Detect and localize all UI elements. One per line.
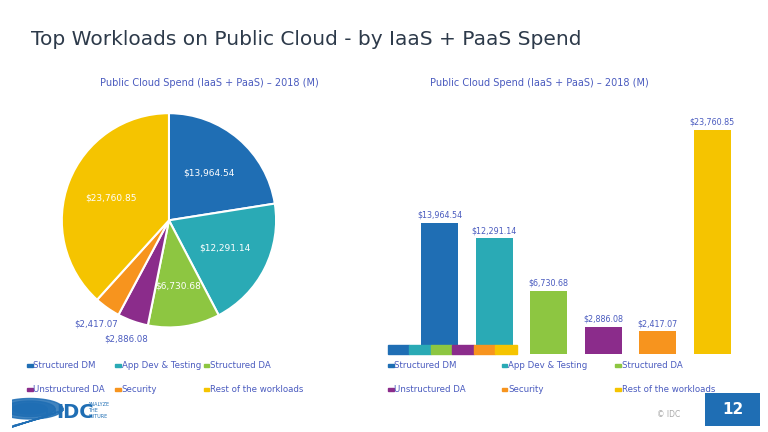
Text: App Dev & Testing: App Dev & Testing (508, 361, 588, 370)
Text: $23,760.85: $23,760.85 (85, 194, 137, 203)
Bar (694, 130, 731, 354)
Text: Security: Security (122, 385, 157, 394)
Bar (639, 331, 677, 354)
Wedge shape (169, 203, 276, 315)
Text: $2,886.08: $2,886.08 (583, 315, 624, 324)
Text: IDC: IDC (57, 403, 94, 422)
Text: Rest of the workloads: Rest of the workloads (210, 385, 303, 394)
Text: $12,291.14: $12,291.14 (472, 226, 517, 235)
Wedge shape (62, 113, 169, 300)
Text: Structured DM: Structured DM (394, 361, 457, 370)
Text: $12,291.14: $12,291.14 (199, 244, 250, 253)
Wedge shape (169, 113, 275, 220)
Text: App Dev & Testing: App Dev & Testing (122, 361, 201, 370)
Text: $2,886.08: $2,886.08 (104, 335, 148, 344)
Wedge shape (147, 220, 219, 327)
Text: $2,417.07: $2,417.07 (74, 319, 118, 328)
Text: Unstructured DA: Unstructured DA (394, 385, 466, 394)
Text: $13,964.54: $13,964.54 (417, 210, 462, 219)
Bar (475, 238, 513, 354)
Text: $6,730.68: $6,730.68 (528, 279, 569, 288)
Bar (584, 327, 622, 354)
Text: 12: 12 (722, 402, 743, 417)
Text: Security: Security (508, 385, 544, 394)
Bar (530, 291, 568, 354)
Text: Top Workloads on Public Cloud - by IaaS + PaaS Spend: Top Workloads on Public Cloud - by IaaS … (31, 30, 581, 49)
Text: Unstructured DA: Unstructured DA (34, 385, 105, 394)
Text: Structured DA: Structured DA (210, 361, 271, 370)
Text: ANALYZE
THE
FUTURE: ANALYZE THE FUTURE (88, 402, 111, 419)
Text: Structured DM: Structured DM (34, 361, 96, 370)
Wedge shape (97, 220, 169, 315)
Text: Rest of the workloads: Rest of the workloads (621, 385, 715, 394)
Text: © IDC: © IDC (657, 410, 680, 419)
Text: $13,964.54: $13,964.54 (184, 168, 235, 178)
Text: Public Cloud Spend (IaaS + PaaS) – 2018 (M): Public Cloud Spend (IaaS + PaaS) – 2018 … (430, 78, 649, 88)
Wedge shape (118, 220, 169, 325)
Text: Public Cloud Spend (IaaS + PaaS) – 2018 (M): Public Cloud Spend (IaaS + PaaS) – 2018 … (100, 78, 319, 88)
Text: $6,730.68: $6,730.68 (155, 282, 201, 291)
Text: Structured DA: Structured DA (621, 361, 683, 370)
Bar (421, 222, 458, 354)
Text: $23,760.85: $23,760.85 (690, 118, 735, 127)
Text: $2,417.07: $2,417.07 (637, 319, 678, 328)
